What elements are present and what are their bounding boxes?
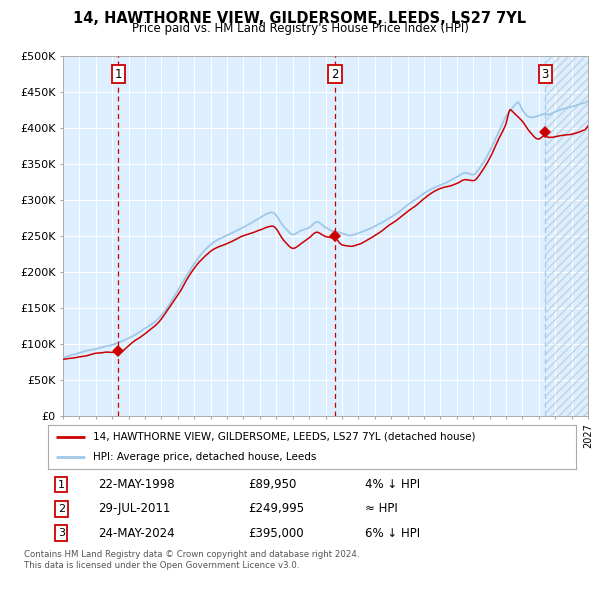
Text: 6% ↓ HPI: 6% ↓ HPI [365,527,420,540]
Text: HPI: Average price, detached house, Leeds: HPI: Average price, detached house, Leed… [93,452,316,462]
Text: 3: 3 [58,528,65,538]
Text: 24-MAY-2024: 24-MAY-2024 [98,527,175,540]
Text: 1: 1 [58,480,65,490]
Text: £249,995: £249,995 [248,502,305,516]
Text: Contains HM Land Registry data © Crown copyright and database right 2024.: Contains HM Land Registry data © Crown c… [24,550,359,559]
Text: 14, HAWTHORNE VIEW, GILDERSOME, LEEDS, LS27 7YL (detached house): 14, HAWTHORNE VIEW, GILDERSOME, LEEDS, L… [93,432,475,442]
Text: This data is licensed under the Open Government Licence v3.0.: This data is licensed under the Open Gov… [24,560,299,569]
Text: ≈ HPI: ≈ HPI [365,502,398,516]
Text: 2: 2 [58,504,65,514]
Text: 14, HAWTHORNE VIEW, GILDERSOME, LEEDS, LS27 7YL: 14, HAWTHORNE VIEW, GILDERSOME, LEEDS, L… [73,11,527,25]
Text: 4% ↓ HPI: 4% ↓ HPI [365,478,420,491]
Text: 3: 3 [541,67,549,81]
Text: 22-MAY-1998: 22-MAY-1998 [98,478,175,491]
Text: 29-JUL-2011: 29-JUL-2011 [98,502,170,516]
Text: 1: 1 [115,67,122,81]
Text: 2: 2 [331,67,338,81]
Text: £89,950: £89,950 [248,478,297,491]
Text: £395,000: £395,000 [248,527,304,540]
Bar [545,56,588,416]
Text: Price paid vs. HM Land Registry's House Price Index (HPI): Price paid vs. HM Land Registry's House … [131,22,469,35]
